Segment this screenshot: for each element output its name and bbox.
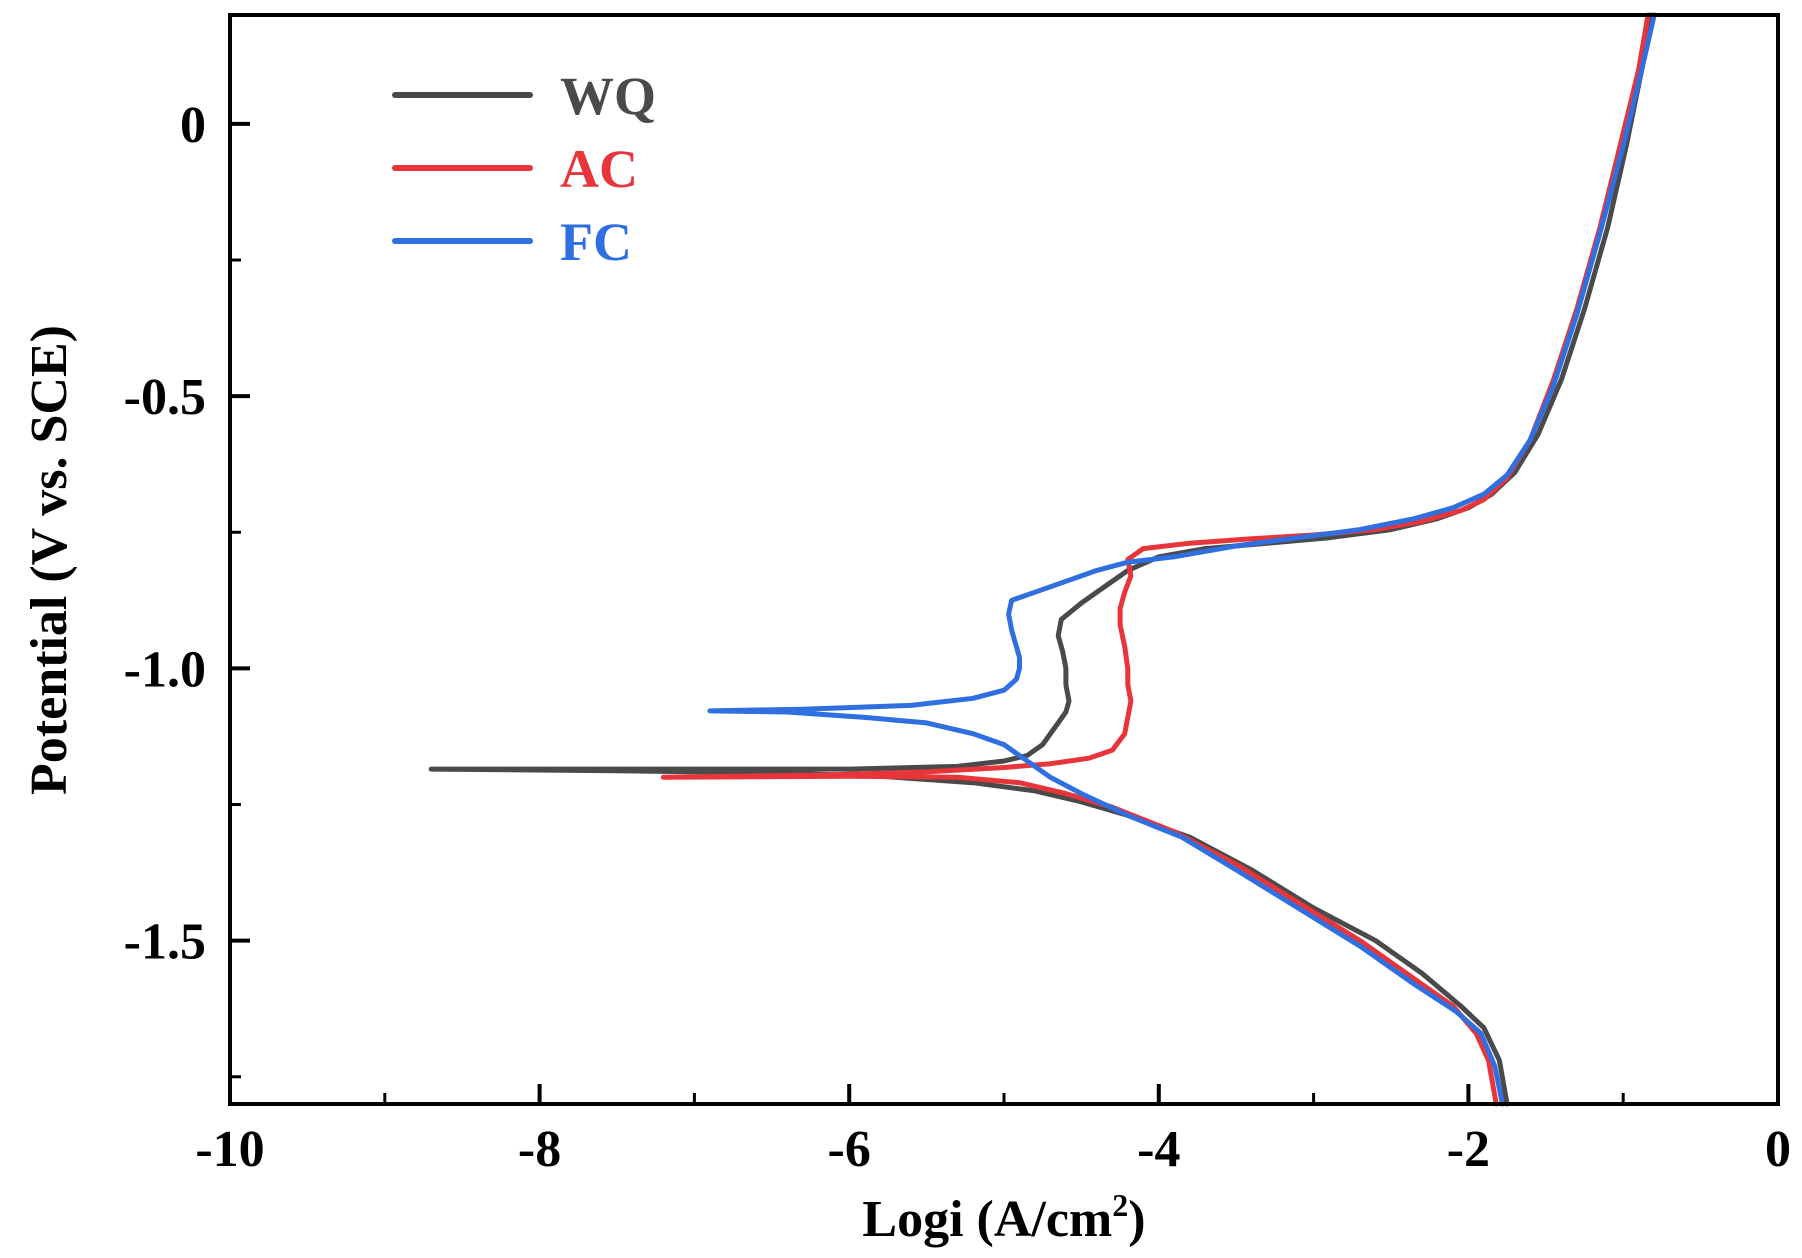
plot-background [230,15,1778,1104]
tick-labels: -10 -8 -6 -4 -2 0 0 -0.5 -1.0 -1.5 [124,97,1791,1178]
y-tick-label: -0.5 [124,369,206,426]
x-tick-label: -10 [195,1121,264,1178]
ticks-layer [228,121,1780,1104]
y-tick-label: -1.5 [124,914,206,971]
x-tick-label: 0 [1765,1121,1791,1178]
y-tick-label: -1.0 [124,641,206,698]
y-axis-title: Potential (V vs. SCE) [21,325,78,795]
legend: WQ AC FC [392,66,656,272]
y-tick-label: 0 [180,97,206,154]
legend-label-ac: AC [560,139,638,199]
x-axis-title-superscript: 2 [1112,1187,1128,1223]
x-tick-label: -6 [828,1121,871,1178]
series-line-fc [707,12,1657,1107]
x-tick-label: -2 [1447,1121,1490,1178]
legend-label-fc: FC [560,212,632,272]
x-tick-label: -4 [1137,1121,1180,1178]
x-tick-label: -8 [518,1121,561,1178]
series-layer [428,12,1657,1107]
legend-label-wq: WQ [560,66,656,126]
x-axis-title: Logi (A/cm2) [862,1187,1145,1248]
